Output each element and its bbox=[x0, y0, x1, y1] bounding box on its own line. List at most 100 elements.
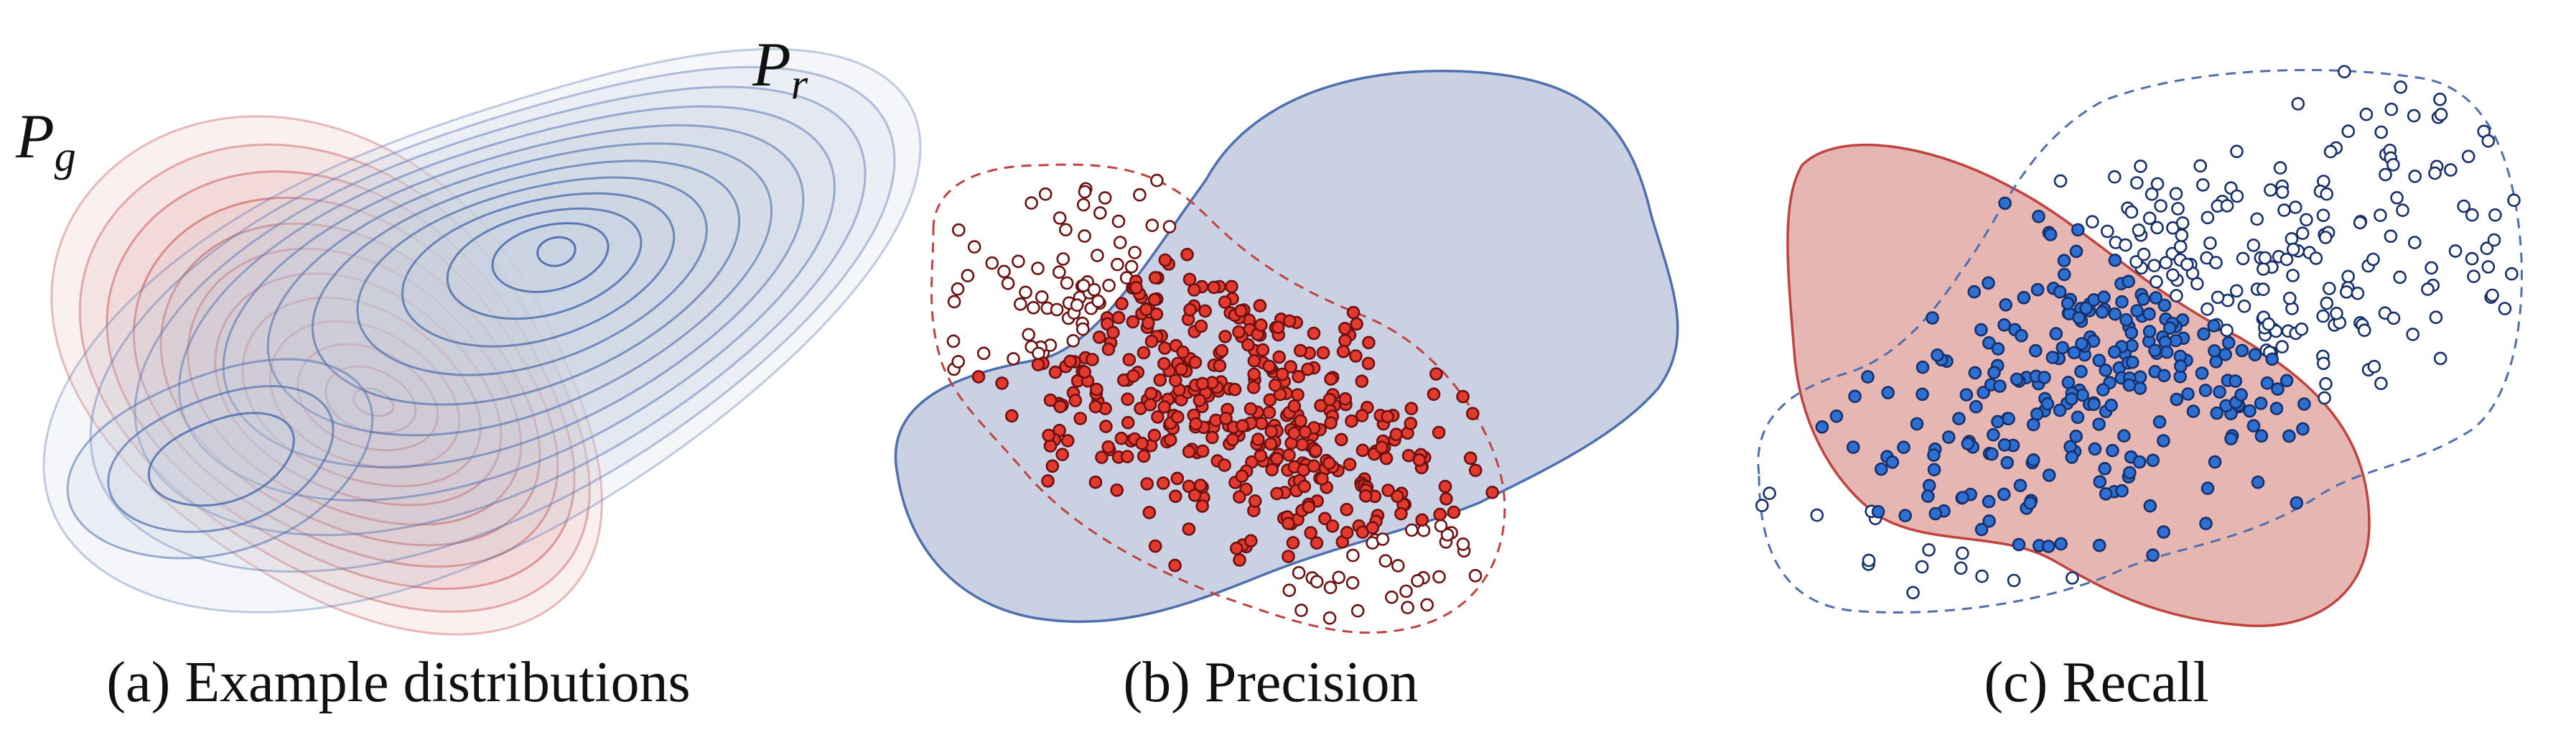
real-sample-inside-101 bbox=[2213, 385, 2226, 399]
generated-sample-inside-284 bbox=[1244, 534, 1258, 548]
generated-sample-outside-243 bbox=[1420, 598, 1434, 612]
generated-sample-outside-310 bbox=[947, 295, 961, 309]
generated-sample-inside-254 bbox=[1401, 448, 1416, 463]
real-sample-inside-233 bbox=[1910, 417, 1924, 431]
real-sample-outside-364 bbox=[1922, 543, 1936, 557]
generated-sample-inside-134 bbox=[1243, 402, 1258, 416]
generated-sample-inside-176 bbox=[1041, 474, 1055, 488]
real-sample-outside-71 bbox=[2323, 282, 2336, 295]
generated-sample-inside-183 bbox=[1286, 536, 1300, 550]
real-sample-inside-353 bbox=[1915, 387, 1929, 402]
generated-sample-outside-144 bbox=[1292, 565, 1306, 580]
real-sample-inside-402 bbox=[2092, 353, 2106, 368]
real-sample-inside-445 bbox=[1931, 348, 1944, 362]
generated-sample-inside-448 bbox=[1335, 432, 1348, 447]
generated-sample-inside-250 bbox=[1265, 463, 1279, 477]
real-sample-outside-5 bbox=[2425, 261, 2438, 275]
generated-sample-outside-266 bbox=[1385, 590, 1399, 604]
generated-sample-inside-395 bbox=[1324, 416, 1338, 430]
generated-sample-inside-495 bbox=[1234, 304, 1248, 318]
real-sample-inside-346 bbox=[2012, 537, 2026, 552]
generated-sample-inside-441 bbox=[1404, 402, 1419, 416]
real-sample-inside-166 bbox=[2017, 290, 2031, 305]
real-sample-outside-130 bbox=[2330, 306, 2343, 320]
real-contour-8 bbox=[356, 176, 708, 376]
generated-sample-inside-306 bbox=[1270, 486, 1284, 501]
real-sample-inside-374 bbox=[2126, 355, 2139, 369]
generated-sample-inside-273 bbox=[1233, 553, 1246, 567]
real-sample-inside-194 bbox=[2279, 374, 2294, 388]
real-sample-inside-329 bbox=[2248, 348, 2262, 362]
real-sample-inside-21 bbox=[2170, 392, 2183, 407]
generated-sample-inside-280 bbox=[1215, 343, 1229, 358]
real-sample-inside-23 bbox=[2251, 475, 2265, 489]
generated-sample-inside-252 bbox=[1301, 362, 1315, 376]
real-sample-inside-334 bbox=[1897, 440, 1910, 455]
generated-sample-outside-76 bbox=[1053, 265, 1066, 279]
generated-sample-inside-506 bbox=[1189, 417, 1203, 431]
real-sample-inside-331 bbox=[2087, 397, 2101, 412]
generated-sample-inside-351 bbox=[1193, 478, 1208, 492]
generated-sample-inside-487 bbox=[1126, 369, 1140, 383]
generated-sample-inside-389 bbox=[1302, 500, 1316, 514]
real-sample-outside-274 bbox=[2150, 177, 2165, 191]
real-sample-outside-360 bbox=[2386, 158, 2400, 172]
generated-sample-inside-453 bbox=[1394, 506, 1408, 521]
generated-sample-inside-196 bbox=[1362, 336, 1376, 350]
real-sample-outside-296 bbox=[2145, 187, 2159, 201]
real-sample-inside-405 bbox=[1959, 388, 1974, 402]
real-sample-inside-383 bbox=[2010, 372, 2024, 387]
real-sample-inside-109 bbox=[2045, 351, 2060, 364]
real-sample-outside-153 bbox=[2053, 174, 2068, 188]
generated-sample-inside-376 bbox=[1110, 483, 1124, 497]
generated-sample-outside-368 bbox=[1087, 282, 1101, 297]
generated-sample-inside-339 bbox=[1045, 459, 1060, 473]
generated-sample-outside-498 bbox=[1007, 352, 1020, 366]
real-sample-outside-440 bbox=[2201, 302, 2214, 316]
generated-sample-inside-86 bbox=[1137, 449, 1151, 463]
real-sample-inside-257 bbox=[2201, 481, 2215, 496]
generated-sample-inside-374 bbox=[1228, 382, 1242, 397]
generated-sample-inside-493 bbox=[1307, 459, 1321, 473]
generated-sample-inside-461 bbox=[1338, 333, 1352, 348]
generated-sample-inside-491 bbox=[1366, 521, 1379, 535]
real-sample-outside-64 bbox=[2273, 161, 2287, 175]
real-sample-outside-335 bbox=[2428, 166, 2442, 180]
real-sample-inside-81 bbox=[2271, 382, 2285, 396]
real-sample-outside-126 bbox=[2203, 236, 2217, 250]
real-sample-inside-388 bbox=[2042, 468, 2056, 482]
generated-sample-outside-364 bbox=[1102, 278, 1116, 292]
real-sample-inside-193 bbox=[1952, 412, 1966, 426]
real-contour-4 bbox=[178, 105, 836, 501]
real-sample-outside-13 bbox=[2236, 251, 2250, 266]
real-sample-outside-251 bbox=[2498, 302, 2512, 315]
real-sample-inside-74 bbox=[2092, 538, 2106, 552]
generated-sample-inside-422 bbox=[1031, 358, 1045, 371]
generated-sample-inside-450 bbox=[1144, 334, 1159, 348]
real-contour-2 bbox=[89, 65, 896, 573]
real-sample-outside-304 bbox=[2159, 256, 2173, 270]
generated-sample-inside-207 bbox=[1432, 425, 1446, 440]
real-sample-outside-315 bbox=[2481, 260, 2496, 274]
generated-sample-inside-276 bbox=[1438, 479, 1452, 494]
real-sample-inside-239 bbox=[1987, 366, 2001, 379]
real-sample-outside-362 bbox=[2318, 231, 2333, 244]
generated-sample-inside-195 bbox=[1099, 420, 1113, 433]
generated-sample-outside-10 bbox=[1468, 568, 1483, 583]
generated-sample-inside-399 bbox=[1325, 519, 1340, 533]
generated-sample-inside-32 bbox=[1439, 491, 1453, 506]
real-sample-outside-172 bbox=[2457, 199, 2470, 213]
generated-sample-inside-292 bbox=[1088, 399, 1103, 414]
real-sample-inside-293 bbox=[2208, 344, 2221, 358]
real-sample-outside-332 bbox=[2408, 170, 2422, 183]
real-sample-outside-285 bbox=[2300, 213, 2313, 227]
real-sample-inside-291 bbox=[2098, 461, 2111, 476]
generated-sample-inside-412 bbox=[1282, 314, 1297, 328]
real-sample-inside-290 bbox=[2119, 313, 2133, 327]
real-sample-outside-212 bbox=[2166, 268, 2180, 282]
generated-sample-outside-215 bbox=[976, 346, 991, 361]
generated-sample-outside-452 bbox=[1456, 537, 1470, 551]
real-sample-inside-355 bbox=[1927, 463, 1941, 477]
generated-sample-inside-249 bbox=[1153, 373, 1167, 387]
